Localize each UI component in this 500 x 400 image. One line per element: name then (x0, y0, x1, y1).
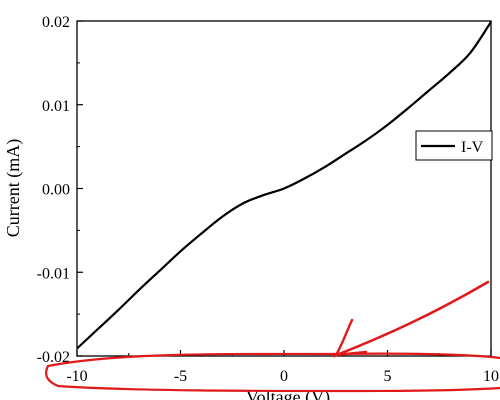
legend: I-V (415, 130, 493, 161)
y-axis-title: Current (mA) (3, 139, 24, 237)
x-tick-label: 5 (384, 368, 392, 385)
axes: -0.02 -0.01 0.00 0.01 0.02 -10 -5 0 5 10 (37, 14, 499, 385)
x-tick-label: 0 (280, 368, 288, 385)
y-tick-label: -0.01 (37, 265, 70, 282)
hand-drawn-annotation (45, 280, 500, 393)
y-tick-label: -0.02 (37, 349, 70, 366)
annotation-loop-top (46, 352, 500, 368)
y-tick-label: 0.02 (42, 14, 70, 31)
annotation-arrow-shaft (332, 280, 490, 358)
series-line-iv (76, 21, 492, 350)
y-tick-label: 0.00 (42, 182, 70, 199)
legend-label: I-V (461, 139, 484, 156)
annotation-arrow-head-lower (334, 350, 368, 357)
plot-area (76, 21, 492, 350)
annotation-loop-bottom (45, 364, 500, 393)
x-tick-label: 10 (483, 368, 499, 385)
y-tick-label: 0.01 (42, 98, 70, 115)
x-tick-label: -5 (174, 368, 187, 385)
x-axis-title: Voltage (V) (246, 387, 330, 400)
x-tick-label: -10 (66, 368, 87, 385)
annotation-arrow-head-upper (334, 318, 354, 357)
